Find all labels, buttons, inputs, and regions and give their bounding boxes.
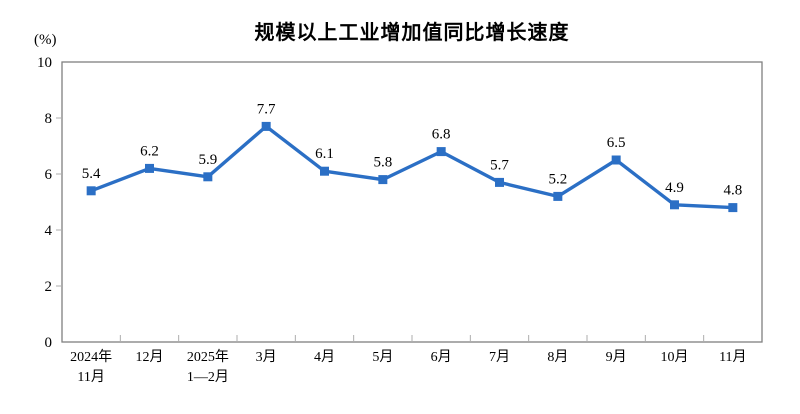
x-axis-label: 12月 <box>136 349 164 365</box>
x-axis-label: 11月 <box>719 349 746 365</box>
data-point-label: 7.7 <box>257 101 276 117</box>
x-axis-label: 7月 <box>489 349 510 365</box>
x-axis-label: 10月 <box>661 349 689 365</box>
data-point-label: 5.4 <box>82 166 101 182</box>
x-axis-label: 8月 <box>547 349 568 365</box>
x-axis-label: 2025年 <box>187 349 229 365</box>
x-axis-label: 6月 <box>431 349 452 365</box>
data-point-marker <box>670 200 679 210</box>
plot-border <box>61 61 763 343</box>
x-axis-label: 9月 <box>606 349 627 365</box>
y-tick-label: 10 <box>37 55 52 71</box>
data-point-label: 4.8 <box>723 183 742 199</box>
data-point-marker <box>611 155 621 165</box>
data-point-marker <box>145 163 154 173</box>
data-point-marker <box>320 166 329 176</box>
data-point-marker <box>436 147 446 157</box>
data-point-label: 6.1 <box>315 146 334 162</box>
y-tick-label: 6 <box>45 167 53 183</box>
data-point-marker <box>261 121 271 131</box>
x-axis-label: 2024年 <box>70 349 112 365</box>
data-point-label: 5.8 <box>373 155 392 171</box>
data-point-label: 5.9 <box>198 152 217 168</box>
y-tick-label: 4 <box>45 223 53 239</box>
data-point-label: 5.2 <box>548 171 567 187</box>
data-point-marker <box>553 191 563 201</box>
y-tick-label: 0 <box>45 335 53 351</box>
data-point-marker <box>378 175 388 185</box>
x-axis-label: 5月 <box>372 349 393 365</box>
data-point-label: 4.9 <box>665 180 684 196</box>
x-axis-label: 4月 <box>314 349 335 365</box>
data-point-label: 6.5 <box>607 135 626 151</box>
x-axis-label: 11月 <box>77 369 104 385</box>
data-point-marker <box>203 172 213 182</box>
data-point-marker <box>728 203 738 213</box>
y-tick-label: 8 <box>45 111 53 127</box>
x-axis-label: 1—2月 <box>187 369 229 385</box>
y-tick-label: 2 <box>45 279 53 295</box>
data-point-label: 6.8 <box>432 127 451 143</box>
y-axis-unit-label: (%) <box>34 32 57 48</box>
chart-title: 规模以上工业增加值同比增长速度 <box>254 22 570 44</box>
data-point-marker <box>86 186 96 196</box>
data-point-marker <box>495 177 504 187</box>
data-point-label: 5.7 <box>490 157 509 173</box>
data-line <box>89 124 735 210</box>
data-point-label: 6.2 <box>140 143 159 159</box>
x-axis-label: 3月 <box>256 349 277 365</box>
